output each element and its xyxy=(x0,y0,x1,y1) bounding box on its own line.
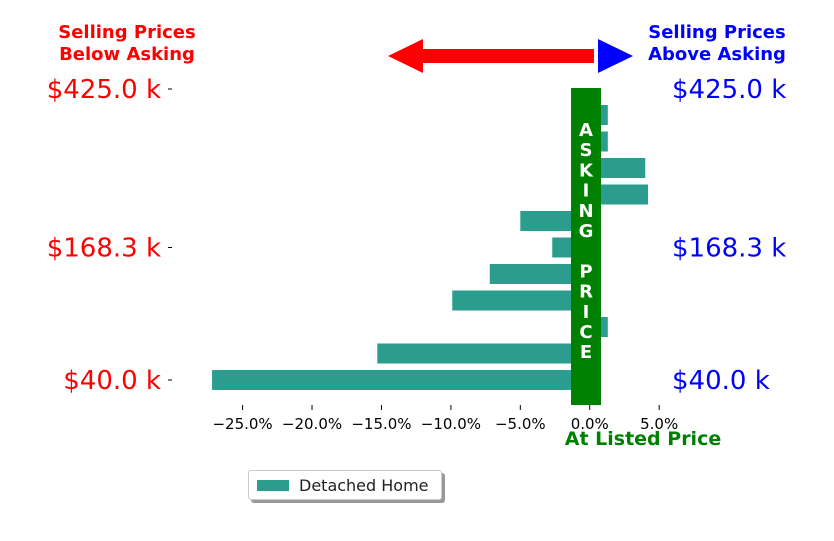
y-tick-label-left-2: $40.0 k xyxy=(63,366,161,396)
legend-label: Detached Home xyxy=(299,475,429,495)
below-asking-arrow-icon xyxy=(388,39,594,73)
bar-10 xyxy=(212,370,590,390)
asking-price-band xyxy=(571,88,601,405)
legend: Detached Home xyxy=(248,470,442,500)
asking-letter-7: P xyxy=(579,261,592,282)
x-tick-label-2: −15.0% xyxy=(351,415,411,433)
right-header-line2: Above Asking xyxy=(648,44,786,65)
asking-letter-8: R xyxy=(579,282,593,303)
x-tick-label-3: −10.0% xyxy=(421,415,481,433)
y-tick-label-right-0: $425.0 k xyxy=(672,75,786,105)
asking-letter-11: E xyxy=(580,342,592,363)
x-tick-label-4: −5.0% xyxy=(495,415,546,433)
asking-letter-4: N xyxy=(578,201,593,222)
asking-letter-9: I xyxy=(583,302,590,323)
bar-2 xyxy=(589,158,646,178)
asking-letter-0: A xyxy=(579,120,593,141)
y-tick-label-right-2: $40.0 k xyxy=(672,366,770,396)
left-header-line2: Below Asking xyxy=(59,44,195,65)
asking-letter-2: K xyxy=(579,160,594,181)
bar-3 xyxy=(589,184,649,205)
bar-9 xyxy=(377,343,590,364)
asking-letter-1: S xyxy=(580,140,593,161)
x-tick-label-6: 5.0% xyxy=(640,415,678,433)
y-tick-label-left-1: $168.3 k xyxy=(47,234,161,264)
bar-7 xyxy=(452,290,590,311)
asking-letter-3: I xyxy=(583,181,590,202)
bar-6 xyxy=(489,264,590,284)
right-header-line1: Selling Prices xyxy=(648,22,785,43)
asking-letter-5: G xyxy=(579,221,594,242)
x-tick-label-5: 0.0% xyxy=(571,415,609,433)
x-tick-label-0: −25.0% xyxy=(212,415,272,433)
legend-swatch xyxy=(257,479,289,491)
x-tick-label-1: −20.0% xyxy=(282,415,342,433)
asking-letter-10: C xyxy=(579,322,592,343)
x-axis-label: At Listed Price xyxy=(565,428,721,450)
y-tick-label-right-1: $168.3 k xyxy=(672,234,786,264)
y-ticks-group: $425.0 k $425.0 k $168.3 k $168.3 k $40.0 k $… xyxy=(47,75,787,396)
x-axis-group: −25.0% −20.0% −15.0% −10.0% −5.0% 0.0% 5.0% xyxy=(212,405,678,433)
above-asking-arrow-icon xyxy=(598,39,633,73)
left-header-line1: Selling Prices xyxy=(58,22,195,43)
y-tick-label-left-0: $425.0 k xyxy=(47,75,161,105)
